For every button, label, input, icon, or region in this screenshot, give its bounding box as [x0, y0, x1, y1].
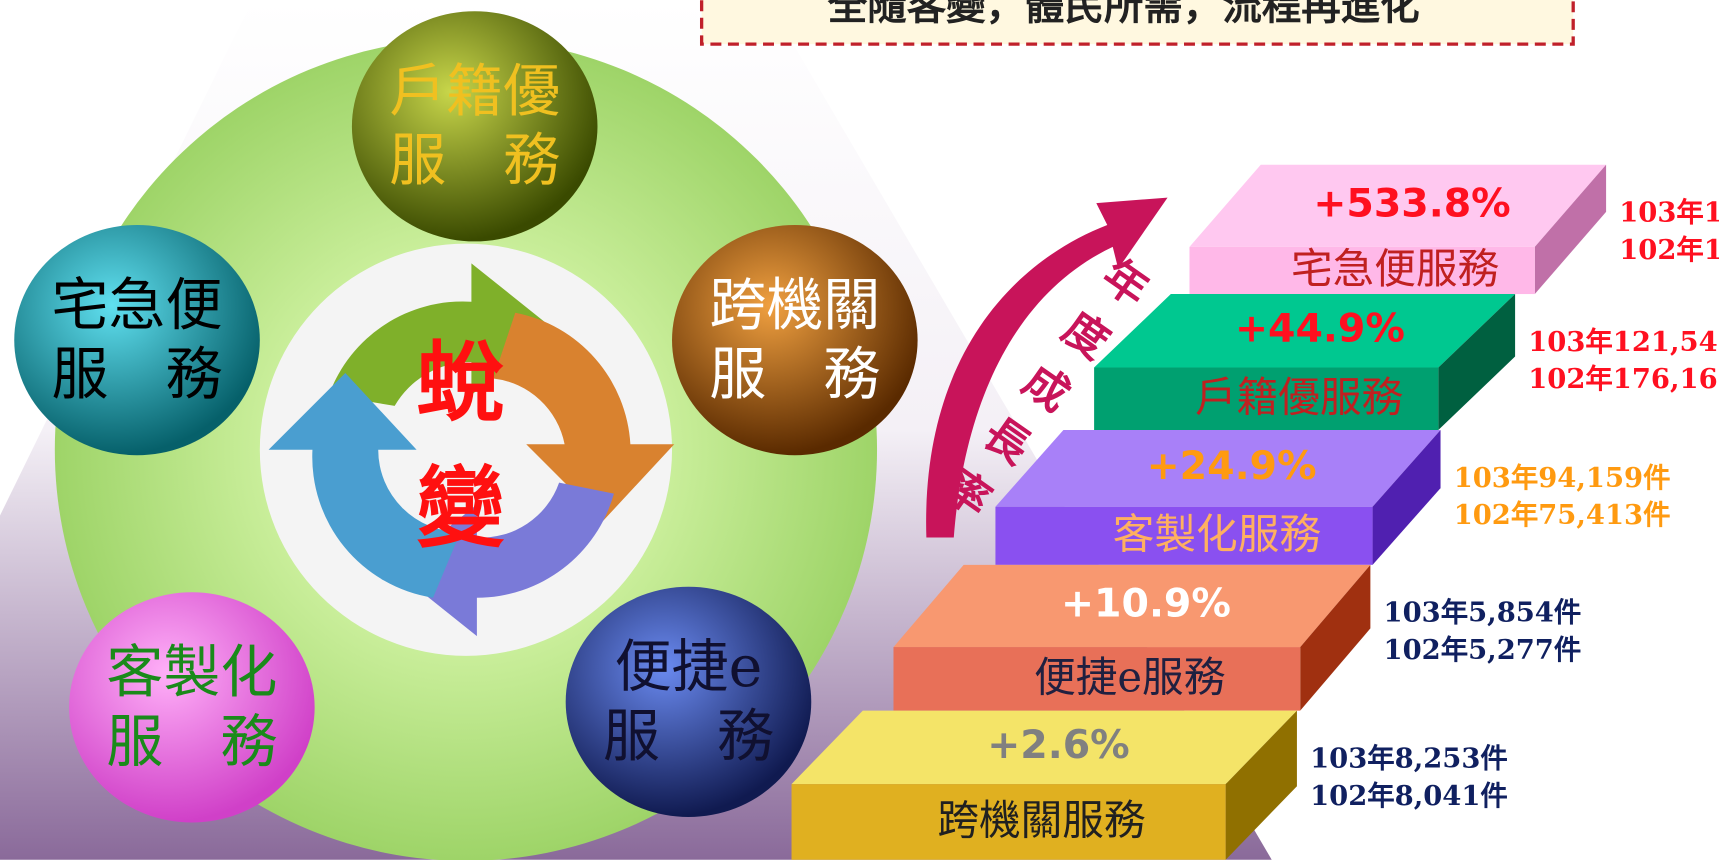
- sphere: [565, 586, 812, 817]
- sphere-text: 服 務: [709, 341, 880, 407]
- step-current: 103年94,159件: [1454, 462, 1671, 494]
- step-rate: +10.9%: [1061, 580, 1231, 626]
- sphere: [351, 11, 598, 242]
- step-top: [995, 430, 1441, 507]
- sphere: [69, 592, 315, 823]
- step-name: 客製化服務: [1113, 509, 1321, 558]
- cycle-arrows: [268, 263, 675, 637]
- step-previous: 102年5,277件: [1384, 634, 1582, 666]
- step-current: 103年5,854件: [1384, 597, 1582, 629]
- sphere-text: 服 務: [106, 709, 277, 775]
- sphere-text: 服 務: [389, 128, 560, 194]
- center-text: 變: [417, 457, 505, 560]
- step-rate: +533.8%: [1313, 180, 1510, 226]
- step-side: [1534, 164, 1607, 295]
- step-front: [791, 784, 1226, 860]
- banner-text: 全隨客變，體民所需，流程再進化: [827, 0, 1420, 30]
- sphere-text: 服 務: [52, 341, 223, 407]
- arrow-label-char: 年: [1093, 250, 1158, 317]
- step-previous: 102年176,168件: [1528, 363, 1719, 395]
- step-rate: +24.9%: [1147, 443, 1317, 489]
- step-name: 跨機關服務: [937, 796, 1145, 845]
- step-front: [893, 647, 1301, 711]
- step-top: [1189, 164, 1607, 247]
- step-top: [893, 564, 1371, 648]
- sphere-text: 客製化: [106, 640, 277, 706]
- banner-box: [699, 0, 1575, 46]
- step-top: [1094, 294, 1516, 368]
- growth-arrow: [926, 197, 1168, 538]
- step-rate: +44.9%: [1235, 305, 1405, 351]
- sphere-text: 宅急便: [52, 272, 223, 338]
- sphere-text: 戶籍優: [389, 59, 560, 125]
- step-front: [1189, 246, 1535, 295]
- step-side: [1438, 294, 1516, 430]
- step-rate: +2.6%: [987, 722, 1129, 768]
- step-front: [1094, 367, 1439, 430]
- step-front: [995, 506, 1373, 565]
- sphere: [14, 224, 260, 456]
- sphere-text: 便捷e: [615, 634, 763, 700]
- step-side: [1372, 430, 1441, 565]
- sphere-text: 服 務: [603, 703, 774, 769]
- sphere-text: 跨機關: [709, 272, 880, 338]
- sphere: [672, 224, 918, 456]
- step-name: 便捷e服務: [1034, 653, 1225, 702]
- step-side: [1225, 710, 1297, 860]
- step-side: [1300, 564, 1371, 711]
- step-previous: 102年8,041件: [1310, 780, 1508, 812]
- step-name: 宅急便服務: [1291, 244, 1499, 293]
- center-text: 蛻: [417, 330, 505, 433]
- step-name: 戶籍優服務: [1195, 372, 1403, 421]
- step-current: 103年121,541件: [1528, 326, 1719, 358]
- step-top: [791, 710, 1297, 785]
- step-current: 103年8,253件: [1310, 742, 1508, 774]
- step-previous: 102年75,413件: [1454, 499, 1671, 531]
- arrow-label-char: 成: [1014, 355, 1079, 422]
- step-previous: 102年1,783件: [1619, 234, 1719, 266]
